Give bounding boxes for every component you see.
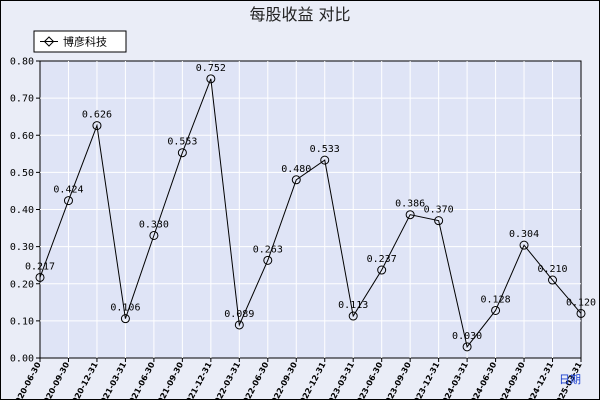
data-point — [434, 216, 444, 226]
data-point — [92, 121, 102, 131]
data-point — [576, 308, 586, 318]
grid-lines — [40, 61, 581, 358]
data-label: 0.089 — [224, 309, 254, 320]
data-point — [291, 175, 301, 185]
data-point — [263, 255, 273, 265]
x-tick-label: 2020-12-31 — [68, 360, 100, 400]
x-tick-label: 2022-12-31 — [296, 360, 328, 400]
y-tick-label: 0.60 — [10, 131, 34, 142]
data-label: 0.386 — [395, 199, 425, 210]
data-label: 0.626 — [82, 110, 112, 121]
data-point — [63, 196, 73, 206]
y-axis: 0.00 0.10 0.20 0.30 0.40 0.50 0.60 0.70 0.80 — [10, 57, 40, 365]
data-point — [491, 305, 501, 315]
data-point — [548, 275, 558, 285]
series-group: 0.217 0.424 0.626 0.106 0.330 0.553 0.752 0.089… — [25, 63, 596, 352]
y-tick-label: 0.20 — [10, 279, 34, 290]
data-point — [35, 272, 45, 282]
x-tick-label: 2021-03-31 — [96, 360, 128, 400]
data-label: 0.128 — [481, 294, 511, 305]
data-label: 0.113 — [338, 300, 368, 311]
data-label: 0.553 — [167, 137, 197, 148]
data-point — [519, 240, 529, 250]
data-label: 0.370 — [424, 205, 454, 216]
x-tick-label: 2020-09-30 — [39, 360, 71, 400]
data-label: 0.237 — [367, 254, 397, 265]
data-label: 0.424 — [53, 185, 83, 196]
x-tick-label: 2023-03-31 — [324, 360, 356, 400]
data-label: 0.030 — [452, 331, 482, 342]
y-tick-label: 0.70 — [10, 94, 34, 105]
data-label: 0.304 — [509, 229, 539, 240]
x-tick-label: 2022-09-30 — [267, 360, 299, 400]
data-label: 0.533 — [310, 144, 340, 155]
x-axis: 2020-06-302020-09-302020-12-312021-03-31… — [11, 358, 584, 400]
data-label: 0.120 — [566, 297, 596, 308]
y-tick-label: 0.00 — [10, 354, 34, 365]
data-point — [405, 210, 415, 220]
legend: 博彦科技 — [33, 30, 127, 53]
y-tick-label: 0.10 — [10, 316, 34, 327]
legend-series-name: 博彦科技 — [63, 35, 107, 49]
legend-box — [33, 30, 127, 53]
x-tick-label: 2022-03-31 — [210, 360, 242, 400]
data-point — [120, 314, 130, 324]
data-label: 0.480 — [281, 164, 311, 175]
data-point — [234, 320, 244, 330]
x-tick-label: 2024-03-31 — [438, 360, 470, 400]
x-tick-label: 2021-12-31 — [182, 360, 214, 400]
data-point — [377, 265, 387, 275]
x-tick-label: 2024-12-31 — [523, 360, 555, 400]
y-tick-label: 0.50 — [10, 168, 34, 179]
x-tick-label: 2020-06-30 — [11, 360, 43, 400]
data-label: 0.330 — [139, 219, 169, 230]
x-tick-label: 2023-12-31 — [409, 360, 441, 400]
x-tick-label: 2021-06-30 — [125, 360, 157, 400]
data-point — [149, 230, 159, 240]
x-tick-label: 2023-09-30 — [381, 360, 413, 400]
x-tick-label: 2024-06-30 — [466, 360, 498, 400]
x-tick-label: 2023-06-30 — [352, 360, 384, 400]
data-point — [348, 311, 358, 321]
series-line — [39, 78, 582, 349]
y-tick-label: 0.30 — [10, 242, 34, 253]
data-label: 0.106 — [110, 303, 140, 314]
data-label: 0.210 — [537, 264, 567, 275]
x-tick-label: 2024-09-30 — [495, 360, 527, 400]
x-axis-title: 日期 — [559, 373, 581, 386]
data-label: 0.217 — [25, 261, 55, 272]
data-label: 0.752 — [196, 63, 226, 74]
y-tick-label: 0.80 — [10, 57, 34, 68]
data-point — [206, 74, 216, 84]
chart-title: 每股收益 对比 — [249, 5, 350, 24]
data-point — [320, 155, 330, 165]
x-tick-label: 2022-06-30 — [239, 360, 271, 400]
data-label: 0.263 — [253, 244, 283, 255]
y-tick-label: 0.40 — [10, 205, 34, 216]
legend-marker-icon — [43, 36, 55, 47]
data-point — [177, 148, 187, 158]
data-point — [462, 342, 472, 352]
x-tick-label: 2021-09-30 — [153, 360, 185, 400]
